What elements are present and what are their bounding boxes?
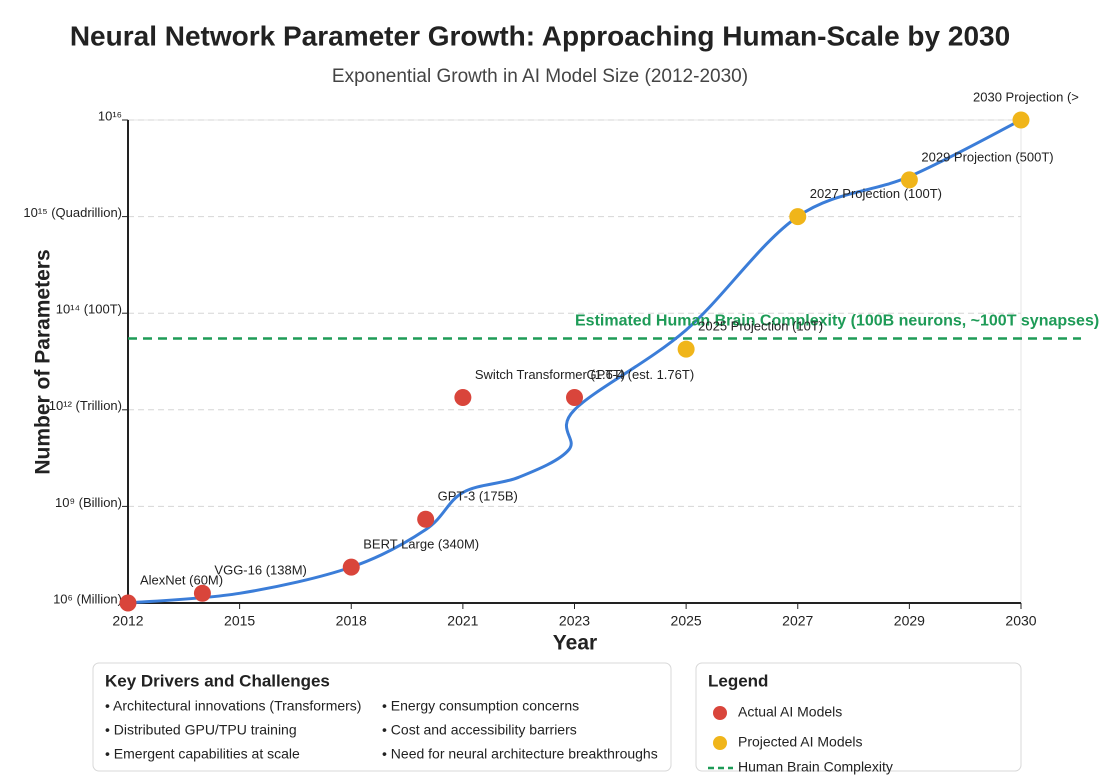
- data-point: [789, 208, 807, 226]
- reference-label: Estimated Human Brain Complexity (100B n…: [575, 313, 1099, 330]
- data-point: [193, 584, 211, 602]
- point-label: Switch Transformer (1.6T): [475, 367, 625, 382]
- x-axis-title: Year: [553, 632, 597, 655]
- notes-title: Key Drivers and Challenges: [105, 671, 330, 690]
- note-item: • Distributed GPU/TPU training: [105, 722, 297, 738]
- x-tick-label: 2012: [112, 613, 143, 629]
- point-label: 2030 Projection (>: [973, 89, 1079, 104]
- point-label: GPT-3 (175B): [438, 489, 518, 504]
- data-point: [677, 340, 695, 358]
- note-item: • Emergent capabilities at scale: [105, 746, 300, 762]
- data-point: [417, 510, 435, 528]
- x-tick-label: 2027: [782, 613, 813, 629]
- x-tick-label: 2023: [559, 613, 590, 629]
- point-label: VGG-16 (138M): [214, 563, 306, 578]
- note-item: • Need for neural architecture breakthro…: [382, 746, 658, 762]
- point-label: BERT Large (340M): [363, 537, 479, 552]
- x-tick-label: 2015: [224, 613, 255, 629]
- y-tick-label: 10⁶ (Million): [53, 591, 122, 606]
- point-label: 2029 Projection (500T): [921, 149, 1053, 164]
- data-point: [454, 388, 472, 406]
- legend-swatch: [713, 736, 727, 750]
- data-point: [1012, 111, 1030, 129]
- data-point: [900, 171, 918, 189]
- y-tick-label: 10¹² (Trillion): [49, 398, 122, 413]
- legend-swatch: [713, 706, 727, 720]
- legend-label: Projected AI Models: [738, 734, 863, 750]
- point-label: GPT-4 (est. 1.76T): [587, 367, 695, 382]
- data-point: [566, 388, 583, 406]
- legend-label: Actual AI Models: [738, 704, 842, 720]
- legend-box: [695, 662, 1022, 772]
- point-label: 2025 Projection (10T): [698, 319, 823, 334]
- y-tick-label: 10¹⁵ (Quadrillion): [23, 205, 122, 220]
- y-tick-label: 10¹⁴ (100T): [56, 302, 122, 317]
- data-point: [342, 558, 360, 576]
- data-point: [119, 594, 137, 612]
- trend-line: [127, 118, 1022, 605]
- note-item: • Energy consumption concerns: [382, 698, 579, 714]
- y-axis-title: Number of Parameters: [32, 249, 55, 474]
- point-label: 2027 Projection (100T): [810, 186, 942, 201]
- x-tick-label: 2029: [894, 613, 925, 629]
- notes-box: [92, 662, 672, 772]
- legend-title: Legend: [708, 671, 768, 690]
- chart-subtitle: Exponential Growth in AI Model Size (201…: [332, 66, 748, 87]
- x-tick-label: 2021: [447, 613, 478, 629]
- chart-title: Neural Network Parameter Growth: Approac…: [70, 20, 1010, 51]
- x-tick-label: 2025: [671, 613, 702, 629]
- y-tick-label: 10⁹ (Billion): [55, 495, 122, 510]
- note-item: • Cost and accessibility barriers: [382, 722, 577, 738]
- note-item: • Architectural innovations (Transformer…: [105, 698, 361, 714]
- x-tick-label: 2030: [1005, 613, 1036, 629]
- point-label: AlexNet (60M): [140, 572, 223, 587]
- x-tick-label: 2018: [336, 613, 367, 629]
- y-tick-label: 10¹⁶: [98, 108, 122, 123]
- legend-label: Human Brain Complexity: [738, 759, 893, 775]
